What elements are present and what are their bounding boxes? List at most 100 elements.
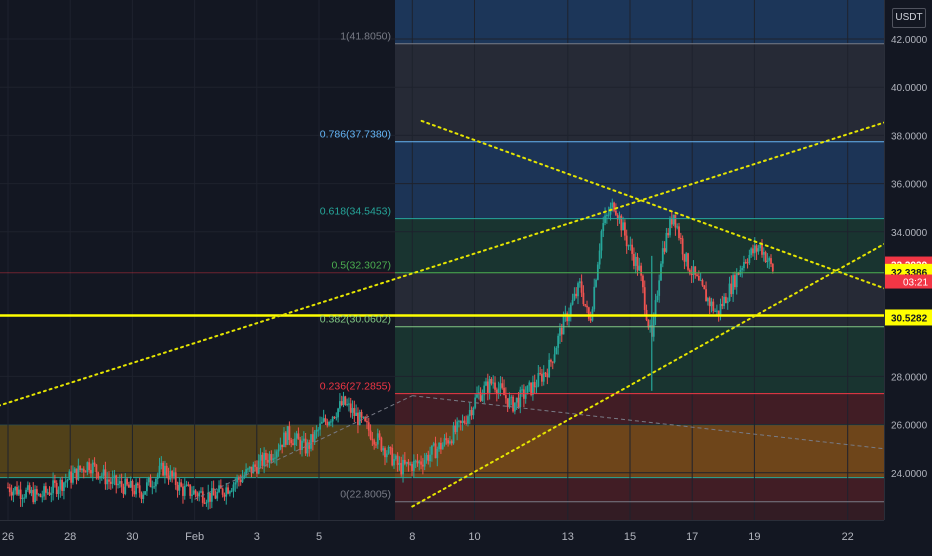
candle-body — [548, 359, 551, 378]
candle-body — [688, 269, 691, 274]
time-tick-label: 3 — [254, 531, 260, 543]
candle-body — [614, 210, 617, 215]
price-axis[interactable]: 42.0000 40.0000 38.0000 36.0000 34.0000 28.00… — [884, 0, 932, 520]
candle-body — [467, 416, 469, 424]
candle-body — [169, 471, 172, 480]
candle-body — [465, 422, 468, 424]
candle-body — [391, 447, 394, 466]
currency-selector[interactable]: USDT — [892, 8, 926, 28]
candle-body — [725, 296, 727, 304]
candle-body — [438, 442, 441, 450]
candle-body — [124, 478, 127, 494]
candle-body — [63, 482, 65, 491]
candle-body — [770, 258, 772, 264]
candle-body — [726, 301, 729, 304]
candle-body — [93, 462, 96, 465]
candle-body — [515, 397, 518, 403]
price-tick-label: 40.0000 — [891, 83, 928, 94]
candle-body — [270, 454, 273, 461]
time-tick-label: 28 — [64, 531, 76, 543]
candle-body — [322, 418, 325, 422]
candle-body — [259, 454, 262, 461]
candle-body — [746, 262, 749, 264]
candle-body — [752, 248, 754, 254]
candle-body — [434, 443, 437, 459]
candle-body — [35, 489, 38, 495]
candle-body — [357, 412, 359, 425]
candle-body — [164, 465, 166, 476]
candle-body — [560, 327, 563, 335]
time-tick-label: 26 — [2, 531, 14, 543]
candle-body — [239, 479, 242, 483]
candle-body — [508, 397, 511, 408]
candle-body — [458, 420, 460, 422]
candle-body — [461, 420, 464, 424]
candle-body — [400, 462, 403, 475]
candle-body — [495, 389, 498, 395]
candle-body — [757, 248, 760, 252]
candle-body — [631, 244, 634, 254]
candle-body — [196, 493, 199, 497]
candle-body — [50, 493, 53, 495]
candle-body — [384, 448, 386, 458]
candle-body — [284, 432, 287, 445]
candle-body — [503, 387, 505, 396]
candle-body — [393, 459, 395, 466]
candle-body — [427, 454, 430, 462]
candle-body — [21, 498, 24, 500]
candle-body — [656, 295, 659, 301]
candle-body — [566, 313, 569, 322]
candle-body — [382, 448, 385, 451]
candle-body — [586, 305, 588, 308]
price-tick-label: 24.0000 — [891, 469, 928, 480]
candle-body — [676, 226, 679, 228]
candle-body — [771, 263, 774, 272]
candle-body — [479, 392, 482, 401]
price-badge — [885, 309, 932, 326]
candle-body — [326, 421, 329, 426]
candle-body — [153, 486, 156, 488]
candle-body — [504, 395, 507, 399]
support-trendline — [411, 235, 899, 508]
candle-body — [559, 327, 561, 336]
candle-body — [546, 373, 549, 378]
drawings-layer[interactable] — [0, 43, 932, 508]
candle-body — [221, 488, 224, 495]
candle-body — [180, 482, 183, 487]
candle-body — [672, 214, 675, 225]
candle-body — [741, 268, 744, 270]
candle-body — [587, 307, 590, 319]
candle-body — [759, 244, 762, 249]
candle-body — [423, 460, 426, 467]
candle-body — [371, 438, 374, 441]
candle-body — [636, 256, 639, 271]
candle-body — [409, 464, 412, 466]
candle-body — [421, 464, 424, 467]
candle-body — [250, 466, 253, 474]
candle-body — [640, 265, 643, 276]
candle-body — [660, 263, 662, 281]
candle-body — [533, 382, 536, 388]
candle-body — [584, 304, 587, 306]
candle-body — [445, 438, 448, 441]
candle-body — [670, 217, 673, 225]
candle-body — [313, 431, 316, 443]
countdown-badge — [885, 274, 932, 289]
candle-body — [472, 407, 475, 416]
candle-body — [149, 477, 152, 488]
candle-body — [692, 266, 695, 275]
candle-body — [633, 253, 635, 266]
candle-body — [418, 461, 421, 464]
time-axis[interactable]: 26 28 30 Feb 3 5 8 10 13 15 17 19 22 — [0, 520, 884, 551]
candle-body — [602, 223, 605, 232]
time-tick-label: 10 — [468, 531, 480, 543]
candle-body — [66, 479, 69, 482]
candle-body — [622, 222, 624, 231]
candle-body — [470, 410, 473, 416]
candle-body — [569, 304, 572, 315]
candle-body — [127, 484, 130, 488]
candle-body — [301, 440, 303, 451]
candle-body — [394, 455, 397, 460]
candle-body — [117, 483, 119, 486]
